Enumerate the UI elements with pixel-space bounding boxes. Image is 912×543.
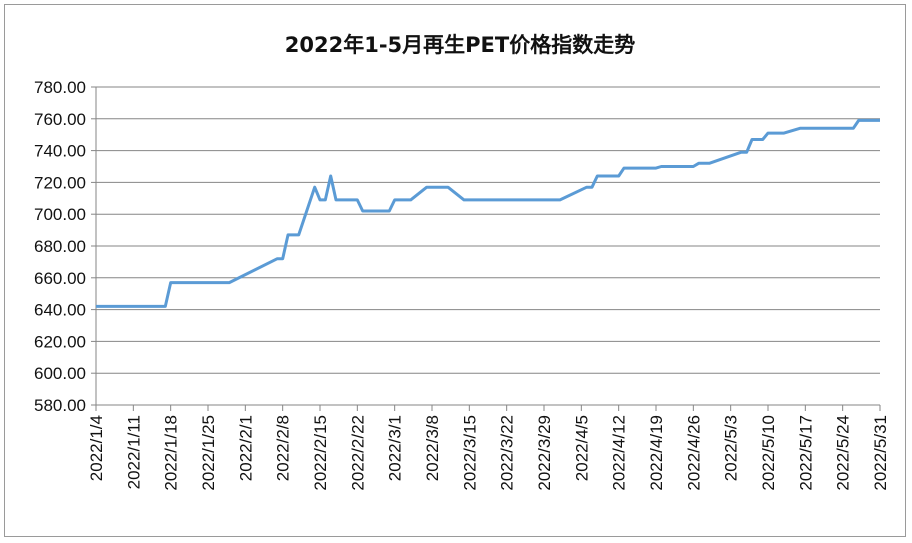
x-axis-ticks: 2022/1/4 2022/1/11 2022/1/18 2022/1/25 2022/… (87, 405, 890, 491)
x-tick-label: 2022/5/24 (834, 415, 853, 491)
y-tick-label: 640.00 (34, 301, 86, 320)
x-tick-label: 2022/5/17 (796, 415, 815, 491)
price-index-line (96, 118, 880, 308)
y-tick-label: 620.00 (34, 332, 86, 351)
axes (95, 87, 880, 406)
y-tick-label: 720.00 (34, 173, 86, 192)
x-tick-label: 2022/4/12 (610, 415, 629, 491)
x-tick-label: 2022/1/25 (199, 415, 218, 491)
y-tick-label: 680.00 (34, 237, 86, 256)
x-tick-label: 2022/3/8 (423, 415, 442, 481)
x-tick-label: 2022/1/4 (87, 415, 106, 481)
x-tick-label: 2022/2/15 (311, 415, 330, 491)
x-tick-label: 2022/1/18 (162, 415, 181, 491)
x-tick-label: 2022/2/1 (236, 415, 255, 481)
x-tick-label: 2022/5/10 (759, 415, 778, 491)
x-tick-label: 2022/3/1 (386, 415, 405, 481)
x-tick-label: 2022/2/22 (348, 415, 367, 491)
y-tick-label: 600.00 (34, 364, 86, 383)
x-tick-label: 2022/5/31 (871, 415, 890, 491)
x-tick-label: 2022/3/29 (535, 415, 554, 491)
y-axis-ticks: 580.00 600.00 620.00 640.00 660.00 680.00 700.… (34, 78, 96, 415)
x-tick-label: 2022/4/26 (684, 415, 703, 491)
x-tick-label: 2022/2/8 (274, 415, 293, 481)
y-tick-label: 760.00 (34, 110, 86, 129)
y-tick-label: 700.00 (34, 205, 86, 224)
y-tick-label: 660.00 (34, 269, 86, 288)
y-tick-label: 740.00 (34, 142, 86, 161)
chart-frame (4, 4, 906, 537)
x-tick-label: 2022/5/3 (722, 415, 741, 481)
y-tick-label: 780.00 (34, 78, 86, 97)
x-tick-label: 2022/4/5 (572, 415, 591, 481)
x-tick-label: 2022/4/19 (647, 415, 666, 491)
x-tick-label: 2022/3/22 (498, 415, 517, 491)
chart-title: 2022年1-5月再生PET价格指数走势 (285, 33, 635, 57)
y-tick-label: 580.00 (34, 396, 86, 415)
gridlines (96, 86, 880, 406)
x-tick-label: 2022/3/15 (460, 415, 479, 491)
x-tick-label: 2022/1/11 (124, 415, 143, 489)
